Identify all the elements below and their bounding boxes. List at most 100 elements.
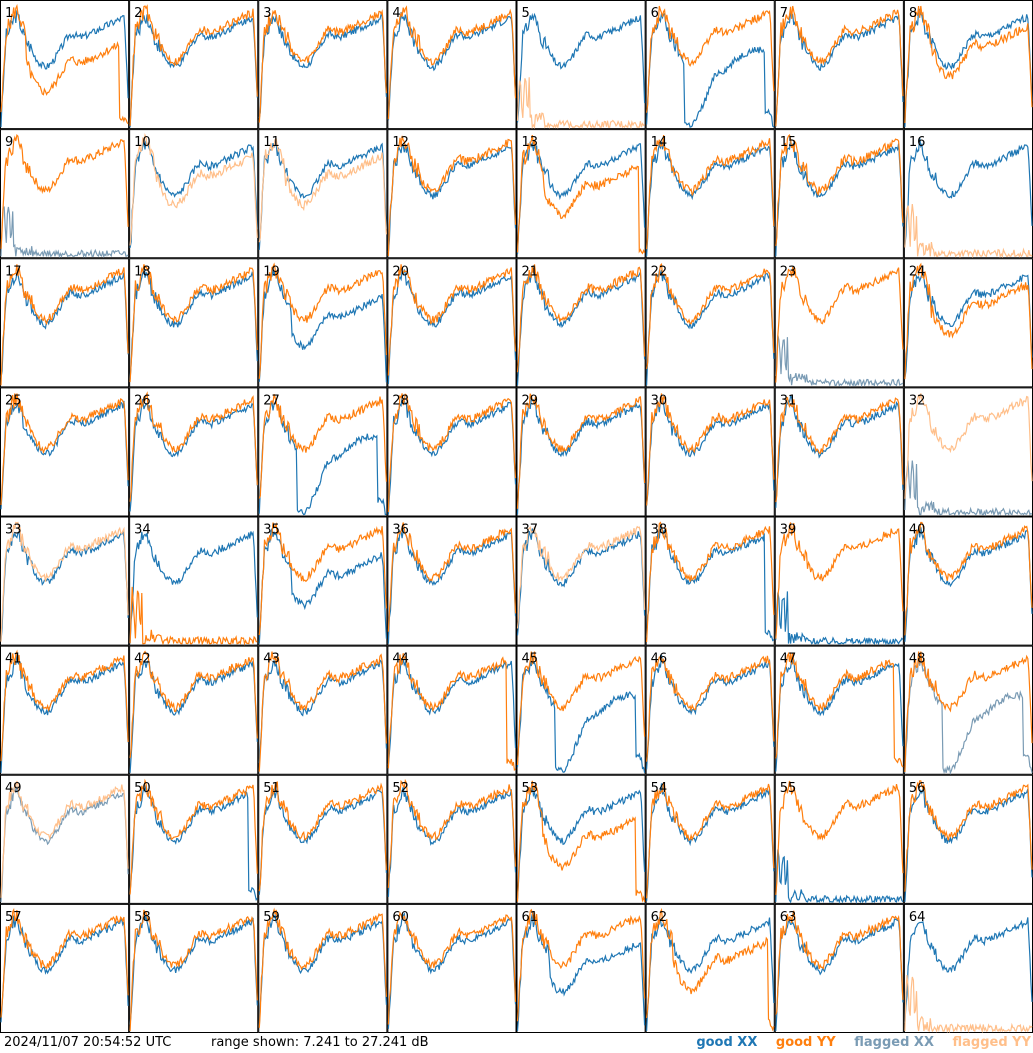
panel-frame: [387, 645, 517, 775]
series-yy-3: [258, 9, 387, 123]
panel-35: 35: [258, 516, 388, 646]
panel-frame: [774, 258, 904, 388]
panel-11: 11: [258, 129, 388, 259]
panel-label: 62: [651, 910, 668, 925]
panel-frame: [645, 0, 775, 130]
series-yy-48: [904, 651, 1033, 773]
panel-12: 12: [387, 129, 517, 259]
series-xx-48: [904, 655, 1033, 775]
panel-40: 40: [903, 516, 1033, 646]
panel-frame: [516, 387, 646, 517]
series-xx-14: [646, 141, 775, 257]
series-yy-21: [516, 264, 646, 373]
panel-20: 20: [387, 258, 517, 388]
series-xx-58: [129, 914, 258, 1025]
panel-frame: [645, 645, 775, 775]
panel-frame: [774, 516, 904, 646]
series-xx-40: [904, 527, 1033, 642]
series-xx-20: [387, 269, 517, 385]
series-xx-13: [516, 141, 646, 255]
panel-label: 1: [5, 6, 13, 21]
series-xx-32: [904, 460, 1033, 517]
series-yy-52: [387, 778, 517, 888]
series-yy-62: [646, 907, 775, 1032]
panel-label: 17: [5, 264, 22, 279]
series-xx-62: [646, 917, 775, 1032]
panel-41: 41: [0, 645, 130, 775]
series-yy-14: [646, 135, 775, 250]
series-yy-53: [516, 780, 646, 903]
panel-53: 53: [516, 774, 646, 904]
panel-29: 29: [516, 387, 646, 517]
series-xx-31: [775, 395, 904, 508]
series-xx-51: [258, 788, 387, 895]
panel-frame: [129, 387, 259, 517]
series-xx-47: [775, 658, 904, 772]
series-xx-43: [258, 658, 387, 763]
panel-frame: [516, 129, 646, 259]
legend-flagged-yy: flagged YY: [952, 1035, 1032, 1050]
panel-label: 47: [780, 652, 797, 667]
series-yy-60: [387, 911, 517, 1025]
series-xx-33: [0, 529, 129, 642]
panel-frame: [387, 516, 517, 646]
panel-label: 55: [780, 781, 797, 796]
panel-7: 7: [774, 0, 904, 130]
panel-32: 32: [903, 387, 1033, 517]
panel-frame: [645, 258, 775, 388]
legend-good-yy: good YY: [775, 1035, 836, 1050]
panel-50: 50: [129, 774, 259, 904]
timestamp: 2024/11/07 20:54:52 UTC: [4, 1035, 172, 1050]
panel-36: 36: [387, 516, 517, 646]
series-xx-18: [129, 267, 258, 380]
panel-10: 10: [129, 129, 259, 259]
panel-14: 14: [645, 129, 775, 259]
panel-label: 18: [134, 264, 151, 279]
series-yy-35: [258, 521, 387, 636]
panel-label: 13: [522, 135, 539, 150]
panel-frame: [129, 258, 259, 388]
series-xx-1: [0, 10, 129, 128]
panel-52: 52: [387, 774, 517, 904]
panel-label: 16: [909, 135, 926, 150]
panel-label: 64: [909, 910, 926, 925]
panel-label: 50: [134, 781, 151, 796]
series-xx-49: [0, 784, 129, 902]
panel-frame: [774, 129, 904, 259]
series-yy-44: [387, 653, 516, 772]
series-xx-21: [516, 267, 646, 386]
panel-label: 32: [909, 393, 926, 408]
series-yy-43: [258, 651, 387, 772]
panel-frame: [645, 129, 775, 259]
series-yy-13: [516, 134, 646, 255]
series-yy-61: [516, 908, 646, 1022]
panel-49: 49: [0, 774, 130, 904]
panel-label: 54: [651, 781, 668, 796]
panel-frame: [0, 774, 130, 904]
series-xx-30: [646, 397, 775, 506]
panel-label: 35: [263, 523, 280, 538]
series-yy-64: [904, 974, 1033, 1033]
panel-label: 30: [651, 393, 668, 408]
series-xx-44: [387, 658, 517, 766]
series-xx-24: [904, 271, 1033, 379]
panel-57: 57: [0, 903, 130, 1033]
panel-label: 19: [263, 264, 280, 279]
panel-15: 15: [774, 129, 904, 259]
panel-label: 57: [5, 910, 22, 925]
panel-31: 31: [774, 387, 904, 517]
panel-frame: [129, 0, 259, 130]
panel-frame: [258, 258, 388, 388]
series-yy-17: [0, 264, 129, 386]
series-xx-63: [775, 918, 904, 1032]
series-xx-61: [516, 913, 646, 1031]
legend-flagged-xx: flagged XX: [854, 1035, 934, 1050]
panel-frame: [516, 645, 646, 775]
series-xx-41: [0, 654, 129, 773]
panel-3: 3: [258, 0, 388, 130]
panel-42: 42: [129, 645, 259, 775]
series-yy-63: [775, 910, 904, 1015]
panel-label: 60: [392, 910, 409, 925]
series-yy-47: [775, 651, 904, 768]
panel-label: 20: [392, 264, 409, 279]
